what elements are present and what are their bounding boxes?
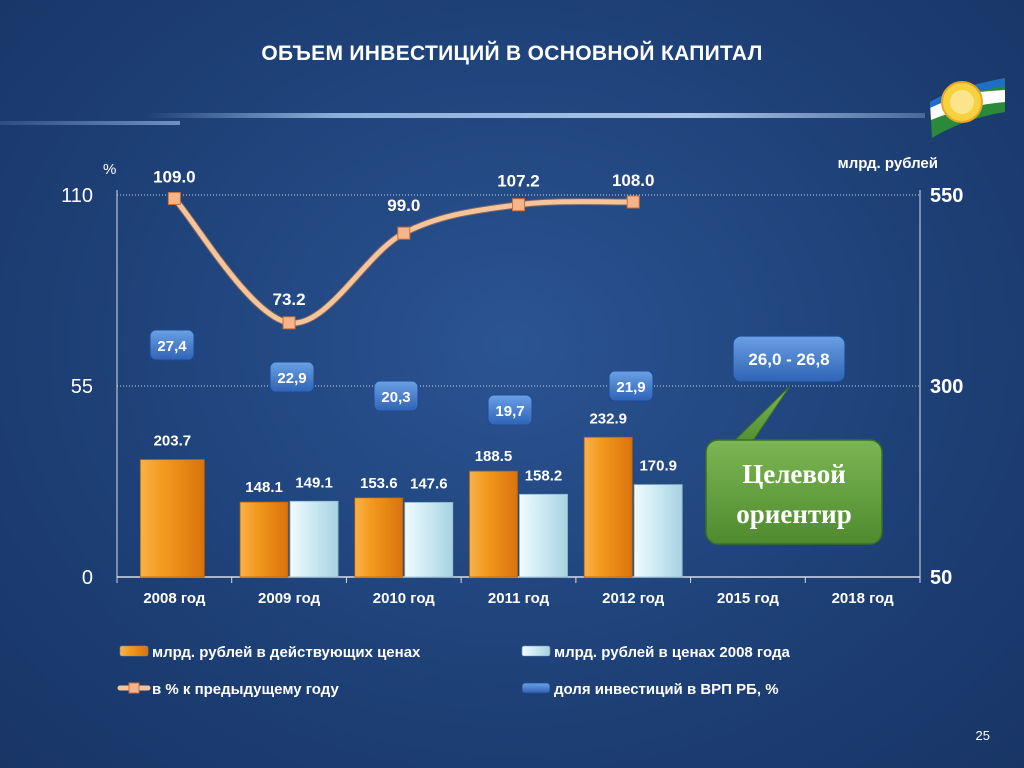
bar-current-prices	[239, 501, 289, 578]
bar-current-prices	[354, 497, 404, 578]
line-value-label: 107.2	[497, 172, 540, 191]
share-callout-label: 21,9	[616, 379, 645, 396]
category-label: 2009 год	[258, 590, 321, 607]
chart-target: 26,0 - 26,8ЦелевойориентирЦелевой ориент…	[705, 335, 883, 545]
line-value-label: 108.0	[612, 171, 655, 190]
bar-value-label: 203.7	[154, 433, 192, 450]
target-range-box	[732, 335, 846, 383]
line-marker	[397, 226, 411, 240]
category-label: 2018 год	[832, 590, 895, 607]
share-callout-label: 22,9	[277, 370, 306, 387]
share-callout-label: 20,3	[381, 389, 410, 406]
share-callout	[608, 370, 654, 402]
category-label: 2010 год	[373, 590, 436, 607]
legend-label: млрд. рублей в ценах 2008 года	[554, 644, 790, 661]
left-tick-label: 0	[82, 567, 93, 589]
bar-current-prices	[583, 436, 633, 578]
legend-marker-swatch	[128, 682, 140, 694]
target-note-line1: Целевой	[742, 459, 846, 489]
title-divider	[145, 113, 925, 118]
line-series-path	[171, 195, 636, 326]
target-note-box	[705, 439, 883, 545]
bar-value-label: 153.6	[360, 475, 398, 492]
line-series-shadow	[170, 194, 637, 327]
bashkortostan-emblem-icon	[930, 78, 1005, 138]
chart-share-callouts: 27,4 22,9 20,3 19,7 21,9	[149, 329, 654, 426]
line-value-label: 99.0	[387, 196, 420, 215]
bar-value-label: 158.2	[525, 467, 563, 484]
chart-legend: млрд. рублей в действующих ценах млрд. ру…	[117, 644, 790, 698]
line-marker	[167, 191, 181, 205]
target-note-line2: ориентир	[736, 499, 851, 529]
category-label: 2008 год	[143, 590, 206, 607]
share-callout	[487, 394, 533, 426]
target-range-label: 26,0 - 26,8	[748, 350, 829, 369]
left-tick-label: 55	[71, 376, 93, 398]
legend-swatch	[119, 645, 149, 657]
line-marker	[512, 198, 525, 212]
line-value-label: 109.0	[153, 167, 196, 186]
bar-value-label: 148.1	[245, 479, 283, 496]
bar-current-prices	[469, 470, 518, 578]
bar-2008-prices	[519, 493, 568, 578]
right-tick-label: 300	[930, 376, 963, 398]
share-callout-label: 19,7	[495, 403, 524, 420]
share-callout	[149, 329, 195, 361]
category-label: 2015 год	[717, 590, 780, 607]
bar-value-label: 232.9	[589, 410, 627, 427]
bar-current-prices	[139, 459, 205, 578]
bar-value-label: 170.9	[639, 458, 677, 475]
right-tick-label: 50	[930, 567, 952, 589]
legend-label: млрд. рублей в действующих ценах	[152, 644, 421, 661]
legend-callout-swatch	[521, 682, 551, 694]
line-marker	[626, 195, 640, 209]
legend-label: доля инвестиций в ВРП РБ, %	[554, 681, 779, 698]
chart-data-labels: 203.7 148.1 149.1 153.6 147.6 188.5 158.2 232.9…	[153, 167, 677, 496]
legend-swatch	[117, 682, 151, 694]
legend-bar-swatch	[521, 645, 551, 657]
category-label: 2011 год	[488, 590, 550, 607]
legend-swatch	[521, 645, 551, 657]
share-callout-label: 27,4	[157, 338, 187, 355]
bar-value-label: 147.6	[410, 475, 448, 492]
page-number: 25	[975, 728, 990, 743]
title-divider-accent	[0, 121, 180, 125]
bar-value-label: 188.5	[475, 448, 513, 465]
left-axis-unit: %	[103, 161, 116, 178]
bar-2008-prices	[404, 502, 454, 578]
share-callout	[269, 361, 315, 393]
right-axis-unit: млрд. рублей	[838, 155, 938, 172]
line-marker	[282, 316, 296, 330]
line-value-label: 73.2	[273, 290, 306, 309]
target-note-pointer	[725, 385, 791, 449]
chart-axes: 0 55 110 50 300 550% млрд. рублей 2008 год 2009 …	[61, 155, 963, 607]
category-label: 2012 год	[602, 590, 665, 607]
chart-title: ОБЪЕМ ИНВЕСТИЦИЙ В ОСНОВНОЙ КАПИТАЛ	[261, 42, 763, 65]
bar-value-label: 149.1	[295, 474, 333, 491]
legend-swatch	[521, 682, 551, 694]
right-tick-label: 550	[930, 185, 963, 207]
bar-2008-prices	[633, 484, 683, 578]
left-tick-label: 110	[61, 185, 93, 207]
chart-line-series	[167, 191, 640, 330]
legend-label: в % к предыдущему году	[152, 681, 339, 698]
chart-bars	[139, 436, 683, 578]
share-callout	[373, 380, 419, 412]
legend-bar-swatch	[119, 645, 149, 657]
chart-grid	[117, 194, 920, 387]
bar-2008-prices	[289, 500, 339, 578]
